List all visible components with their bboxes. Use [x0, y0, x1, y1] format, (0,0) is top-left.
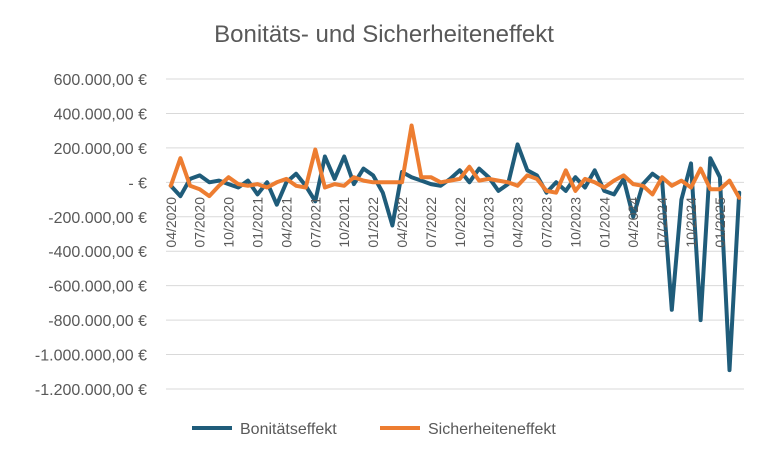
x-tick-label: 04/2024: [625, 197, 641, 248]
legend-label: Sicherheiteneffekt: [428, 421, 556, 438]
y-tick-label: - €: [128, 175, 147, 192]
y-axis-ticks: 600.000,00 € 400.000,00 € 200.000,00 € - € -…: [35, 72, 147, 399]
legend: Bonitätseffekt Sicherheiteneffekt: [192, 421, 556, 438]
y-tick-label: 400.000,00 €: [54, 106, 148, 123]
x-tick-label: 10/2024: [683, 197, 699, 248]
x-tick-label: 10/2021: [336, 197, 352, 248]
y-tick-label: 600.000,00 €: [54, 72, 148, 89]
x-tick-label: 10/2020: [221, 197, 237, 248]
x-tick-label: 07/2023: [539, 197, 555, 248]
x-tick-label: 01/2023: [481, 197, 497, 248]
x-tick-label: 07/2020: [192, 197, 208, 248]
gridlines: [166, 78, 744, 390]
y-tick-label: -800.000,00 €: [48, 313, 147, 330]
x-tick-label: 01/2021: [250, 197, 266, 248]
x-tick-label: 01/2025: [712, 197, 728, 248]
x-tick-label: 04/2020: [163, 197, 179, 248]
y-tick-label: 200.000,00 €: [54, 141, 148, 158]
series-lines: [168, 123, 742, 373]
y-tick-label: -600.000,00 €: [48, 279, 147, 296]
chart-title: Bonitäts- und Sicherheiteneffekt: [214, 21, 554, 48]
x-tick-label: 01/2022: [365, 197, 381, 248]
x-tick-label: 04/2021: [278, 197, 294, 248]
legend-label: Bonitätseffekt: [240, 421, 337, 438]
series-line-bonitaetseffekt: [168, 142, 742, 373]
x-tick-label: 07/2021: [307, 197, 323, 248]
x-tick-label: 01/2024: [596, 197, 612, 248]
x-tick-label: 07/2022: [423, 197, 439, 248]
y-tick-label: -1.000.000,00 €: [35, 348, 147, 365]
x-tick-label: 10/2023: [567, 197, 583, 248]
series-line-sicherheiteneffekt: [168, 123, 742, 200]
x-tick-label: 04/2022: [394, 197, 410, 248]
y-tick-label: -200.000,00 €: [48, 210, 147, 227]
x-axis-ticks: 04/2020 07/2020 10/2020 01/2021 04/2021 07/20…: [163, 197, 728, 248]
x-tick-label: 04/2023: [510, 197, 526, 248]
y-tick-label: -400.000,00 €: [48, 244, 147, 261]
x-tick-label: 07/2024: [654, 197, 670, 248]
x-tick-label: 10/2022: [452, 197, 468, 248]
y-tick-label: -1.200.000,00 €: [35, 382, 147, 399]
